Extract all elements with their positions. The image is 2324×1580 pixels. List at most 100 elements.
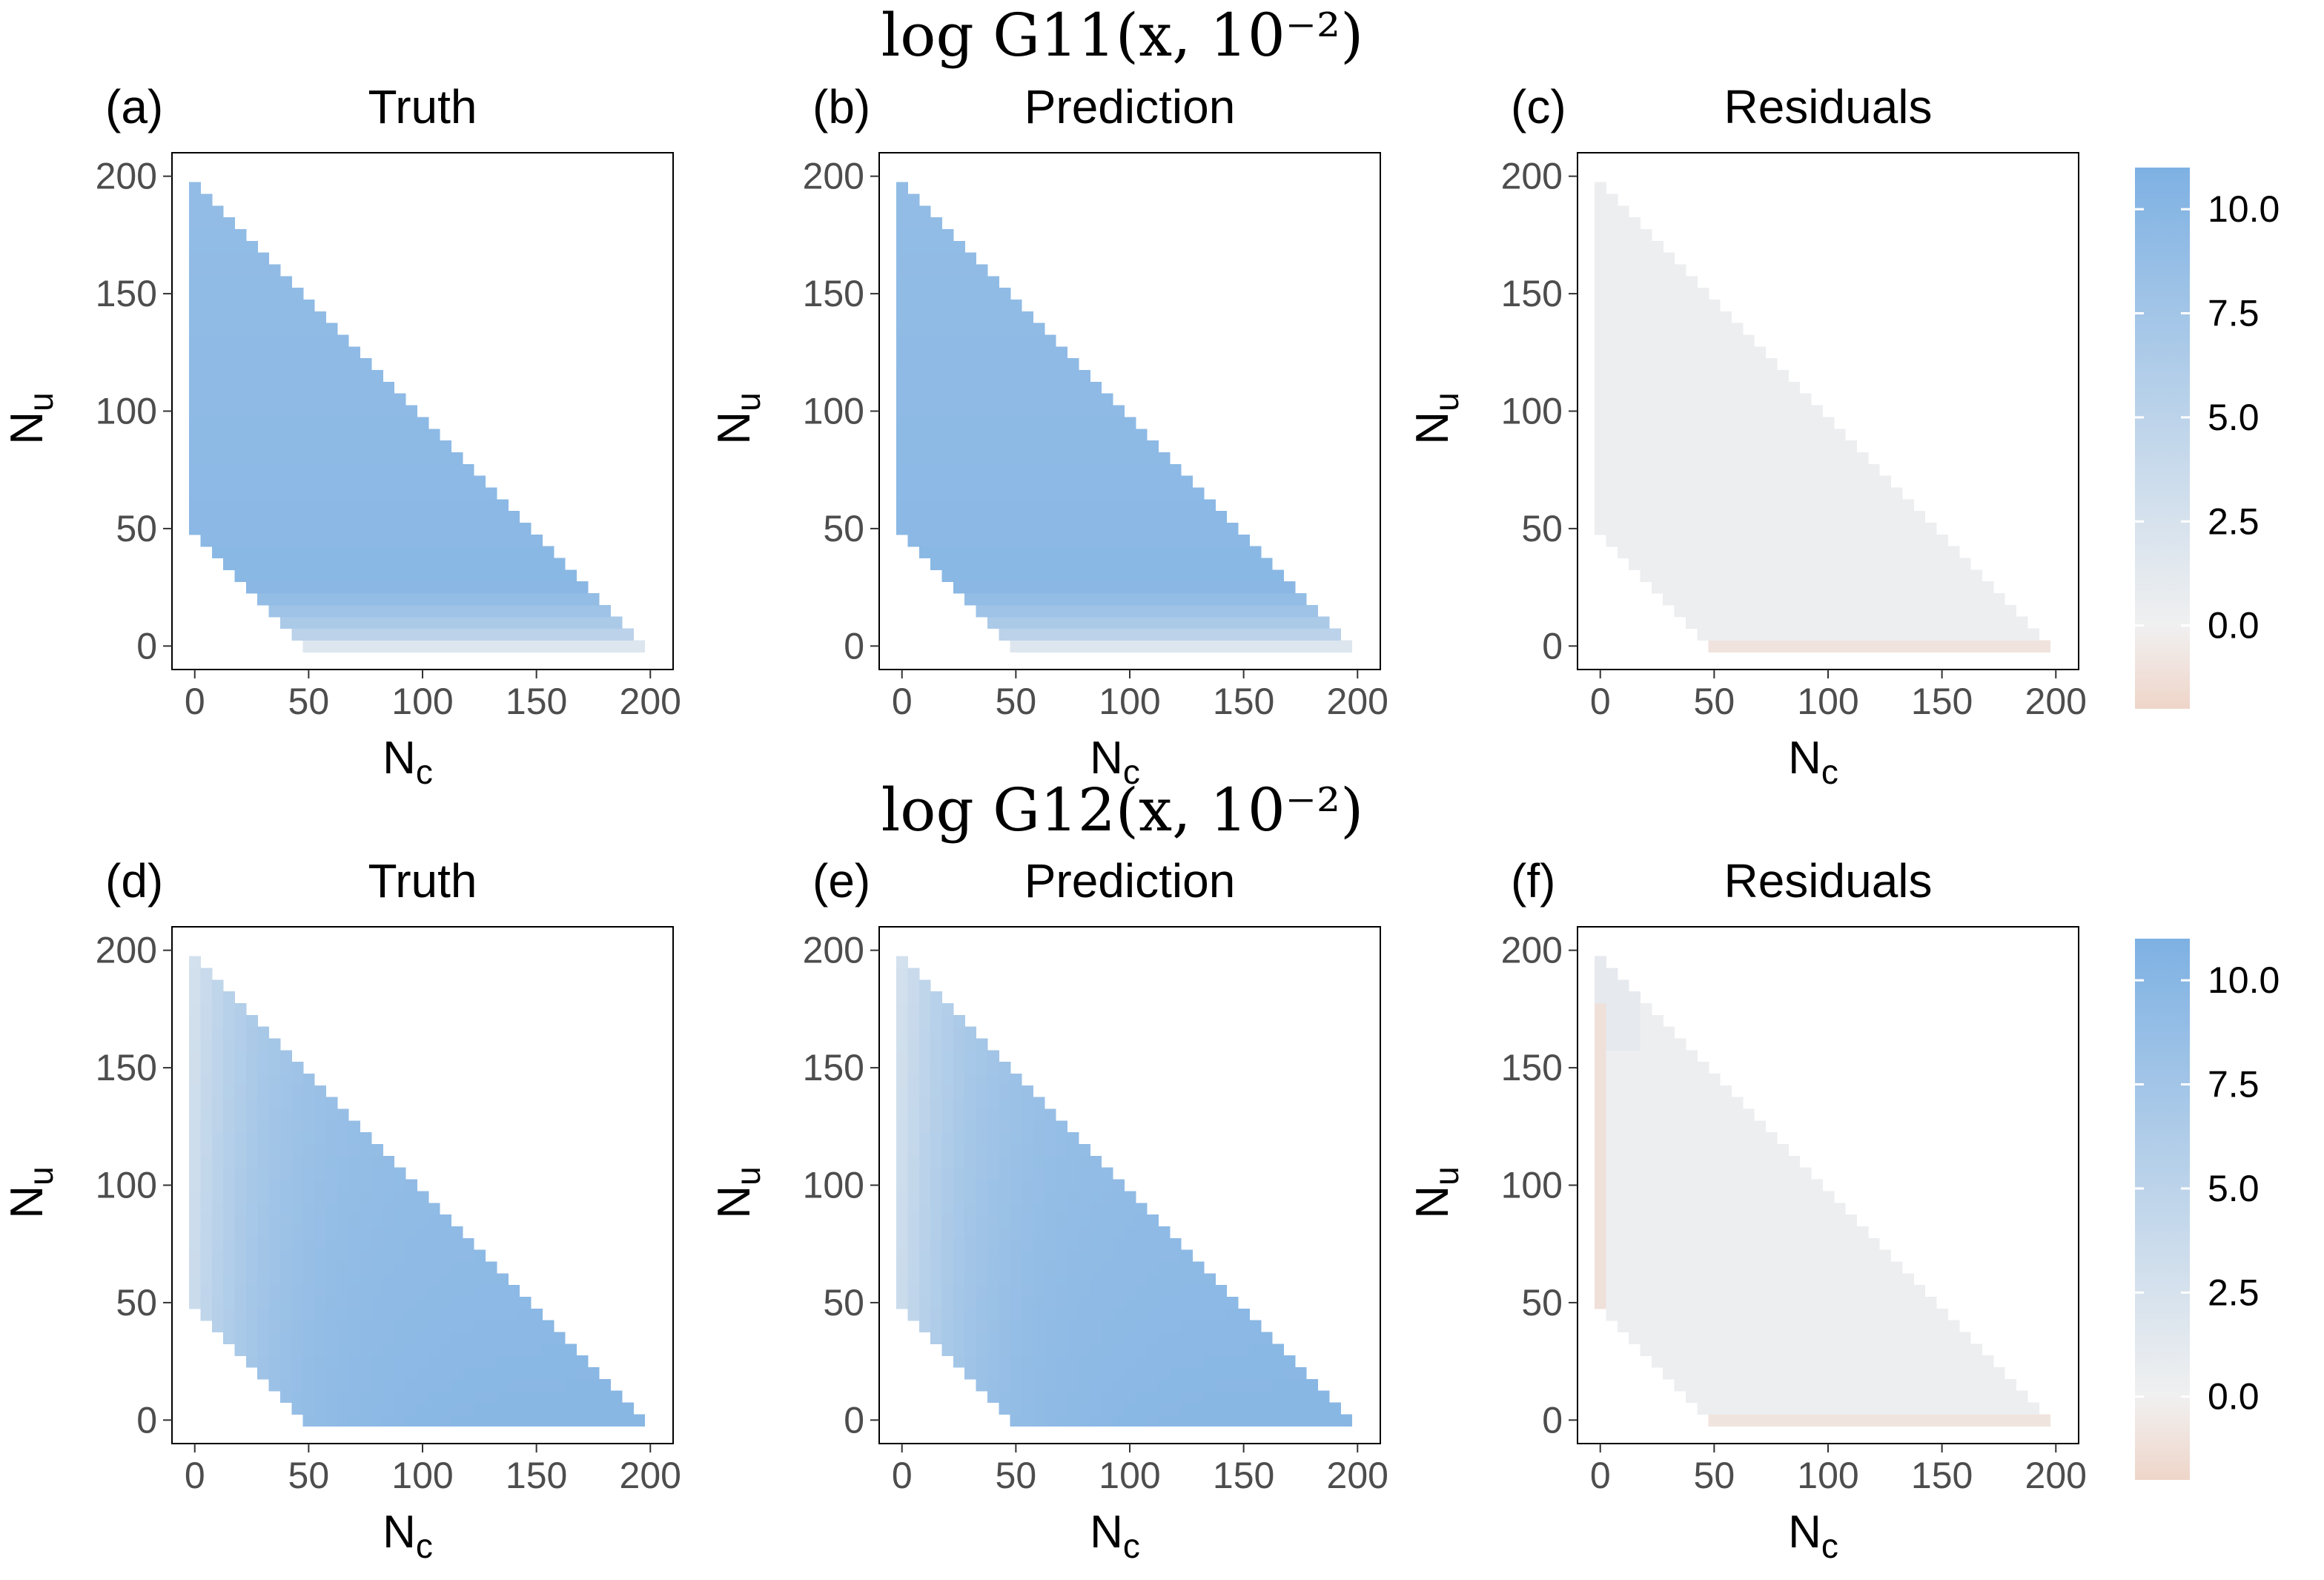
heatmap-cell: [1742, 1226, 1755, 1239]
heatmap-cell: [348, 1285, 361, 1298]
heatmap-cell: [223, 240, 236, 254]
heatmap-cell: [1833, 463, 1846, 477]
heatmap-cell: [907, 475, 920, 489]
heatmap-cell: [1067, 393, 1079, 406]
heatmap-cell: [1112, 1367, 1125, 1380]
heatmap-cell: [1799, 1214, 1812, 1227]
heatmap-cell: [189, 440, 202, 453]
heatmap-cell: [1742, 417, 1755, 429]
heatmap-cell: [371, 417, 383, 429]
heatmap-cell: [1595, 1026, 1607, 1039]
heatmap-cell: [314, 1155, 327, 1169]
y-tick-label: 200: [1501, 930, 1563, 971]
heatmap-cell: [200, 1062, 213, 1074]
heatmap-cell: [1192, 1320, 1205, 1333]
heatmap-cell: [1936, 1343, 1948, 1356]
heatmap-cell: [587, 628, 600, 641]
heatmap-cell: [1215, 1355, 1228, 1368]
heatmap-cell: [918, 1144, 931, 1157]
heatmap-cell: [1078, 1367, 1090, 1380]
heatmap-cell: [291, 1378, 304, 1392]
heatmap-cell: [1033, 534, 1045, 547]
heatmap-cell: [1237, 1355, 1250, 1368]
heatmap-cell: [1742, 522, 1755, 535]
heatmap-cell: [999, 323, 1011, 336]
heatmap-cell: [1799, 1285, 1812, 1298]
heatmap-cell: [1606, 1226, 1618, 1239]
heatmap-cell: [1810, 1308, 1823, 1321]
heatmap-cell: [1078, 1296, 1090, 1309]
heatmap-cell: [918, 252, 931, 265]
heatmap-cell: [930, 1285, 943, 1298]
heatmap-cell: [234, 1332, 247, 1344]
heatmap-cell: [474, 511, 486, 523]
heatmap-cell: [1685, 511, 1698, 523]
heatmap-cell: [930, 217, 943, 230]
heatmap-cell: [1022, 311, 1034, 324]
heatmap-cell: [496, 1378, 509, 1392]
heatmap-cell: [964, 1249, 977, 1263]
heatmap-cell: [999, 569, 1011, 582]
heatmap-cell: [257, 429, 270, 441]
heatmap-cell: [1147, 1367, 1159, 1380]
heatmap-cell: [394, 628, 406, 641]
heatmap-cell: [325, 1155, 338, 1169]
heatmap-cell: [1708, 405, 1721, 418]
heatmap-cell: [1867, 616, 1880, 629]
heatmap-cell: [1606, 1132, 1618, 1145]
heatmap-cell: [1112, 1285, 1125, 1298]
heatmap-cell: [257, 264, 270, 277]
heatmap-cell: [1090, 1167, 1102, 1180]
heatmap-cell: [189, 276, 202, 288]
heatmap-cell: [268, 569, 281, 582]
heatmap-cell: [987, 522, 999, 535]
heatmap-cell: [1249, 593, 1262, 606]
heatmap-cell: [1720, 1155, 1732, 1169]
heatmap-cell: [428, 475, 440, 489]
heatmap-cell: [1044, 616, 1056, 629]
heatmap-cell: [1776, 581, 1789, 594]
heatmap-cell: [565, 1378, 577, 1392]
heatmap-cell: [976, 358, 988, 371]
heatmap-cell: [223, 1332, 236, 1344]
heatmap-cell: [1294, 1367, 1307, 1380]
heatmap-cell: [999, 546, 1011, 559]
heatmap-cell: [1215, 1343, 1228, 1356]
heatmap-cell: [279, 487, 292, 500]
heatmap-cell: [428, 640, 440, 652]
heatmap-cell: [1879, 1308, 1892, 1321]
heatmap-cell: [999, 593, 1011, 606]
heatmap-cell: [953, 534, 965, 547]
panel-label: (e): [812, 854, 870, 908]
heatmap-cell: [976, 1062, 988, 1074]
heatmap-cell: [1135, 1355, 1148, 1368]
heatmap-cell: [1697, 511, 1709, 523]
heatmap-cell: [553, 1355, 566, 1368]
heatmap-cell: [348, 417, 361, 429]
heatmap-cell: [565, 569, 577, 582]
heatmap-cell: [417, 569, 429, 582]
heatmap-cell: [451, 1273, 463, 1286]
heatmap-cell: [1708, 311, 1721, 324]
heatmap-cell: [1890, 569, 1903, 582]
heatmap-cell: [987, 381, 999, 394]
heatmap-cell: [417, 1355, 429, 1368]
heatmap-cell: [440, 1308, 452, 1321]
heatmap-cell: [200, 511, 213, 523]
heatmap-cell: [268, 323, 281, 336]
heatmap-cell: [1674, 1214, 1686, 1227]
heatmap-cell: [268, 1343, 281, 1356]
heatmap-cell: [1708, 1191, 1721, 1203]
heatmap-cell: [348, 381, 361, 394]
heatmap-cell: [1697, 1179, 1709, 1192]
heatmap-cell: [953, 546, 965, 559]
heatmap-cell: [1742, 1108, 1755, 1121]
heatmap-cell: [314, 1167, 327, 1180]
heatmap-cell: [189, 1132, 202, 1145]
heatmap-cell: [223, 1273, 236, 1286]
heatmap-cell: [976, 1378, 988, 1392]
heatmap-cell: [1879, 1320, 1892, 1333]
heatmap-cell: [302, 581, 315, 594]
heatmap-cell: [234, 1050, 247, 1062]
heatmap-cell: [1010, 581, 1022, 594]
